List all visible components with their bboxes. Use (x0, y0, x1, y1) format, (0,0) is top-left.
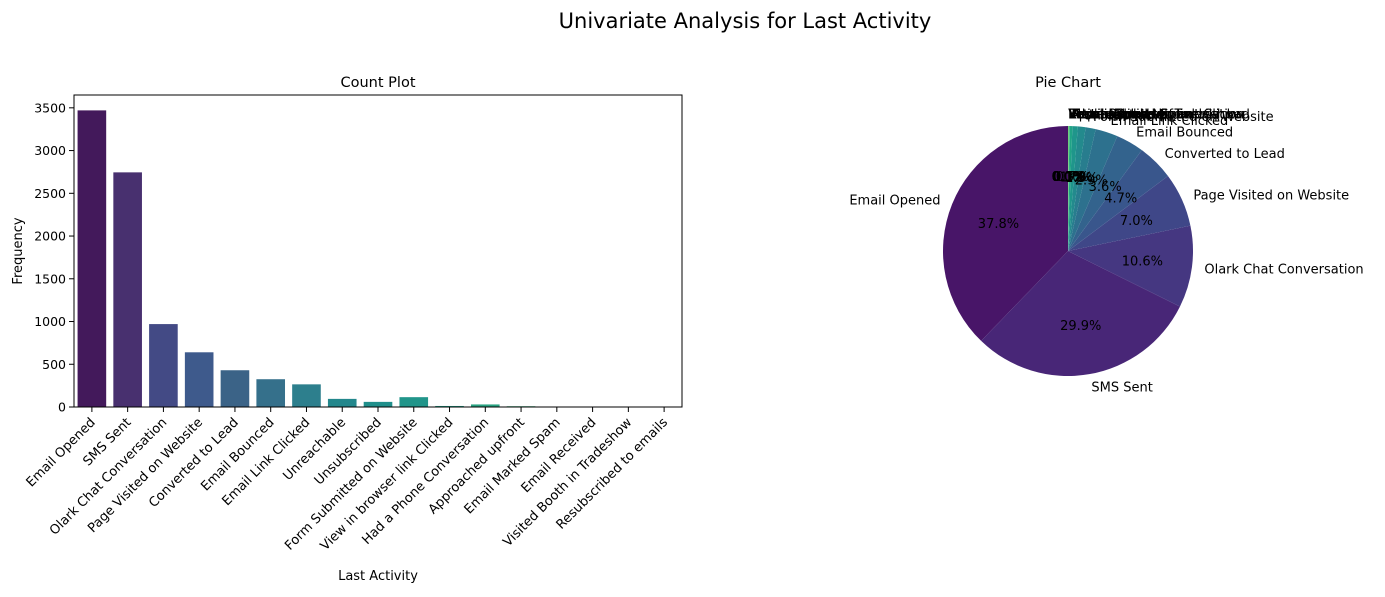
count-plot-title: Count Plot (341, 75, 416, 91)
y-tick-label: 500 (42, 357, 66, 372)
pie-label-resubscribed-to-emails: Resubscribed to emails (1068, 108, 1219, 123)
figure-suptitle: Univariate Analysis for Last Activity (559, 9, 932, 33)
pie-label-olark-chat-conversation: Olark Chat Conversation (1204, 263, 1363, 278)
bar-email-bounced (256, 379, 285, 407)
bar-series (78, 110, 679, 407)
bar-sms-sent (113, 172, 142, 407)
x-axis-label: Last Activity (338, 569, 418, 584)
pie-label-page-visited-on-website: Page Visited on Website (1193, 188, 1349, 203)
pie-pct-resubscribed-to-emails: 0.0% (1052, 170, 1085, 185)
bar-email-link-clicked (292, 384, 321, 407)
bar-page-visited-on-website (185, 352, 214, 407)
bar-converted-to-lead (221, 370, 250, 407)
pie-label-sms-sent: SMS Sent (1091, 380, 1152, 395)
pie-slices (943, 126, 1193, 376)
pie-pct-email-opened: 37.8% (978, 217, 1019, 232)
bar-form-submitted-on-website (399, 397, 428, 407)
bar-email-opened (78, 110, 107, 407)
pie-pct-olark-chat-conversation: 10.6% (1122, 255, 1163, 270)
pie-pct-sms-sent: 29.9% (1060, 319, 1101, 334)
pie-chart-title: Pie Chart (1035, 75, 1101, 91)
y-tick-label: 1500 (34, 271, 66, 286)
bar-unreachable (328, 399, 357, 407)
y-axis-label: Frequency (11, 217, 26, 284)
y-tick-label: 3500 (34, 100, 66, 115)
y-tick-label: 2000 (34, 229, 66, 244)
bar-unsubscribed (364, 402, 393, 407)
pie-label-email-opened: Email Opened (849, 193, 940, 208)
pie-chart: Pie Chart Email Opened SMS Sent Olark Chat… (849, 75, 1363, 395)
pie-pct-page-visited-on-website: 7.0% (1120, 214, 1153, 229)
pie-label-converted-to-lead: Converted to Lead (1165, 147, 1285, 162)
y-tick-label: 1000 (34, 314, 66, 329)
y-axis-ticks: 0 500 1000 1500 2000 2500 3000 3500 (34, 100, 74, 414)
y-tick-label: 2500 (34, 186, 66, 201)
bar-olark-chat-conversation (149, 324, 178, 407)
y-tick-label: 3000 (34, 143, 66, 158)
y-tick-label: 0 (58, 400, 66, 415)
count-plot: Count Plot 0500100015002000250030003500 … (11, 75, 682, 584)
